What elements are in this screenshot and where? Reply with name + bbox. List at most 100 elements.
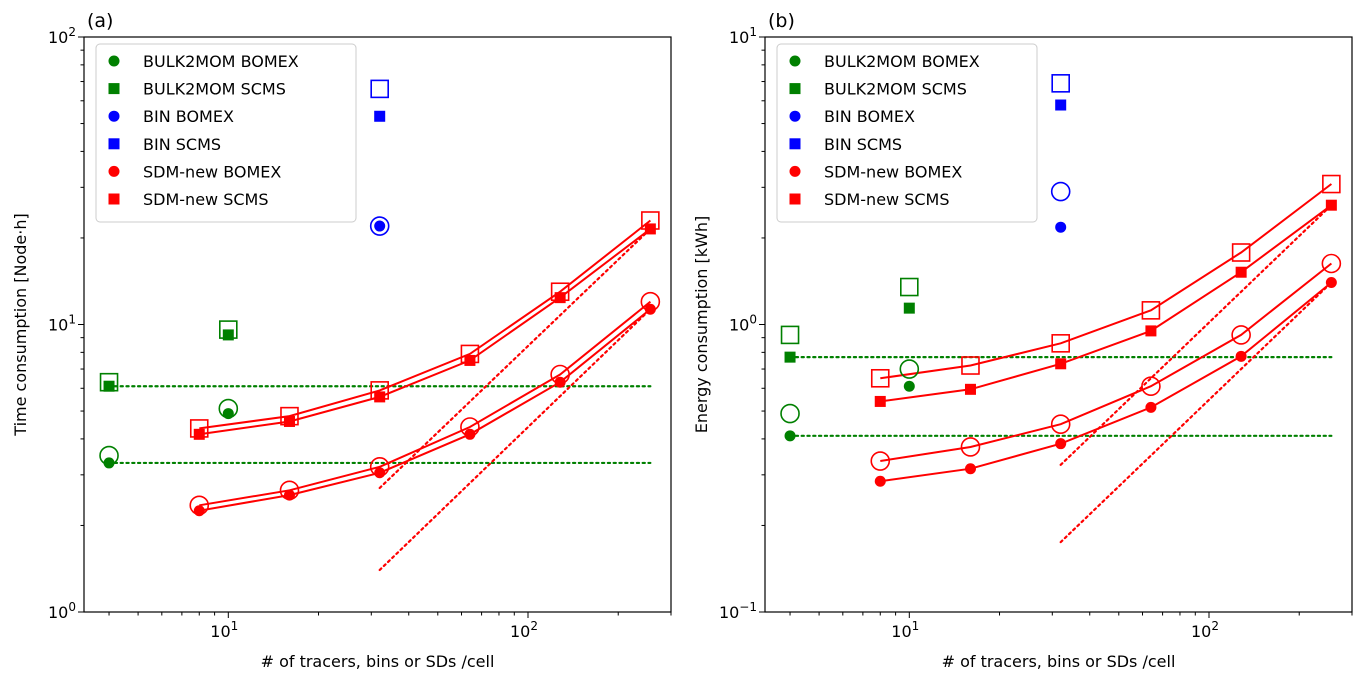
- data-point: [1231, 243, 1251, 262]
- data-point: [283, 489, 295, 501]
- legend-item: SDM-new SCMS: [108, 190, 269, 209]
- x-tick-label: 101: [210, 619, 238, 641]
- panel-a: (a) 101 102 100 101 102 # of tracers, bins or …: [11, 10, 672, 671]
- legend-marker: [789, 193, 801, 205]
- legend-item: BIN SCMS: [108, 135, 221, 154]
- legend-label: BULK2MOM BOMEX: [824, 52, 980, 71]
- data-point: [1055, 221, 1067, 233]
- panel-b: (b) 101 102 10−1 100 101 # of tracers, bins or…: [692, 10, 1353, 671]
- series-line: [199, 308, 652, 512]
- data-point: [964, 463, 976, 475]
- legend-label: BIN BOMEX: [143, 107, 234, 126]
- data-point: [644, 223, 656, 235]
- data-point: [283, 415, 295, 427]
- legend-marker: [108, 55, 120, 67]
- legend-item: BIN SCMS: [789, 135, 902, 154]
- data-point: [464, 428, 476, 440]
- data-point: [1051, 334, 1070, 353]
- data-point: [1231, 325, 1251, 345]
- data-point: [1050, 181, 1071, 202]
- legend: BULK2MOM BOMEX BULK2MOM SCMS BIN BOMEX BIN …: [95, 43, 357, 223]
- data-point: [374, 467, 386, 479]
- data-point: [1050, 414, 1071, 435]
- y-tick-label: 101: [729, 25, 757, 47]
- series-line: [880, 183, 1333, 380]
- reference-line: [1059, 281, 1333, 544]
- data-point: [103, 457, 115, 469]
- data-point: [374, 391, 386, 403]
- x-tick-label: 102: [1191, 619, 1219, 641]
- legend-item: SDM-new SCMS: [789, 190, 950, 209]
- data-point: [1055, 438, 1067, 450]
- y-axis-label: Time consumption [Node·h]: [11, 213, 30, 436]
- x-axis-label: # of tracers, bins or SDs /cell: [942, 652, 1176, 671]
- data-point: [784, 351, 796, 363]
- data-point: [1325, 199, 1337, 211]
- legend-item: BULK2MOM BOMEX: [108, 52, 299, 71]
- data-point: [780, 325, 800, 345]
- legend-item: BULK2MOM SCMS: [108, 80, 286, 99]
- panel-label: (b): [768, 10, 795, 32]
- data-point: [644, 303, 656, 315]
- legend-label: SDM-new SCMS: [824, 190, 950, 209]
- data-point: [1055, 358, 1067, 370]
- data-point: [1321, 253, 1342, 274]
- series-line: [199, 219, 652, 430]
- data-point: [1145, 401, 1157, 413]
- legend-marker: [108, 110, 120, 122]
- series-line: [199, 228, 652, 436]
- data-point: [1141, 376, 1161, 397]
- y-tick-label: 100: [729, 313, 757, 335]
- data-point: [1325, 276, 1337, 288]
- data-point: [1322, 174, 1341, 194]
- y-tick-label: 102: [48, 25, 76, 47]
- legend-item: BIN BOMEX: [108, 107, 234, 126]
- data-point: [964, 383, 976, 395]
- y-tick-label: 101: [48, 313, 76, 335]
- legend-label: SDM-new SCMS: [143, 190, 269, 209]
- legend-label: BIN SCMS: [143, 135, 221, 154]
- data-point: [554, 292, 566, 304]
- data-point: [1145, 325, 1157, 337]
- data-point: [870, 451, 891, 471]
- data-point: [193, 505, 205, 517]
- data-point: [1235, 266, 1247, 278]
- y-axis-label: Energy consumption [kWh]: [692, 216, 711, 434]
- legend-item: SDM-new BOMEX: [108, 162, 281, 181]
- data-point: [874, 475, 886, 487]
- legend-label: BIN SCMS: [824, 135, 902, 154]
- x-tick-label: 102: [510, 619, 538, 641]
- legend-box: [95, 43, 357, 223]
- data-point: [870, 368, 890, 388]
- legend: BULK2MOM BOMEX BULK2MOM SCMS BIN BOMEX BIN …: [776, 43, 1038, 223]
- legend-label: SDM-new BOMEX: [824, 162, 962, 181]
- legend-item: BIN BOMEX: [789, 107, 915, 126]
- legend-marker: [789, 83, 801, 95]
- legend-label: BIN BOMEX: [824, 107, 915, 126]
- data-point: [222, 408, 234, 420]
- data-point: [103, 380, 115, 392]
- series-line: [880, 281, 1333, 483]
- legend-item: BULK2MOM SCMS: [789, 80, 967, 99]
- data-point: [193, 428, 205, 440]
- series-line: [880, 204, 1332, 403]
- data-point: [1055, 99, 1067, 111]
- data-point: [960, 437, 981, 457]
- plot-area: [99, 79, 661, 572]
- data-point: [1051, 74, 1070, 93]
- data-point: [780, 403, 800, 424]
- data-point: [554, 376, 566, 388]
- legend-marker: [108, 193, 120, 205]
- legend-marker: [789, 165, 801, 177]
- legend-label: BULK2MOM SCMS: [143, 80, 286, 99]
- data-point: [903, 302, 915, 314]
- legend-marker: [108, 83, 120, 95]
- ticks: 101 102 100 101 102: [48, 25, 672, 641]
- data-point: [903, 380, 915, 392]
- legend-marker: [789, 110, 801, 122]
- data-point: [374, 110, 386, 122]
- y-tick-label: 10−1: [719, 600, 757, 622]
- series-line: [199, 300, 652, 507]
